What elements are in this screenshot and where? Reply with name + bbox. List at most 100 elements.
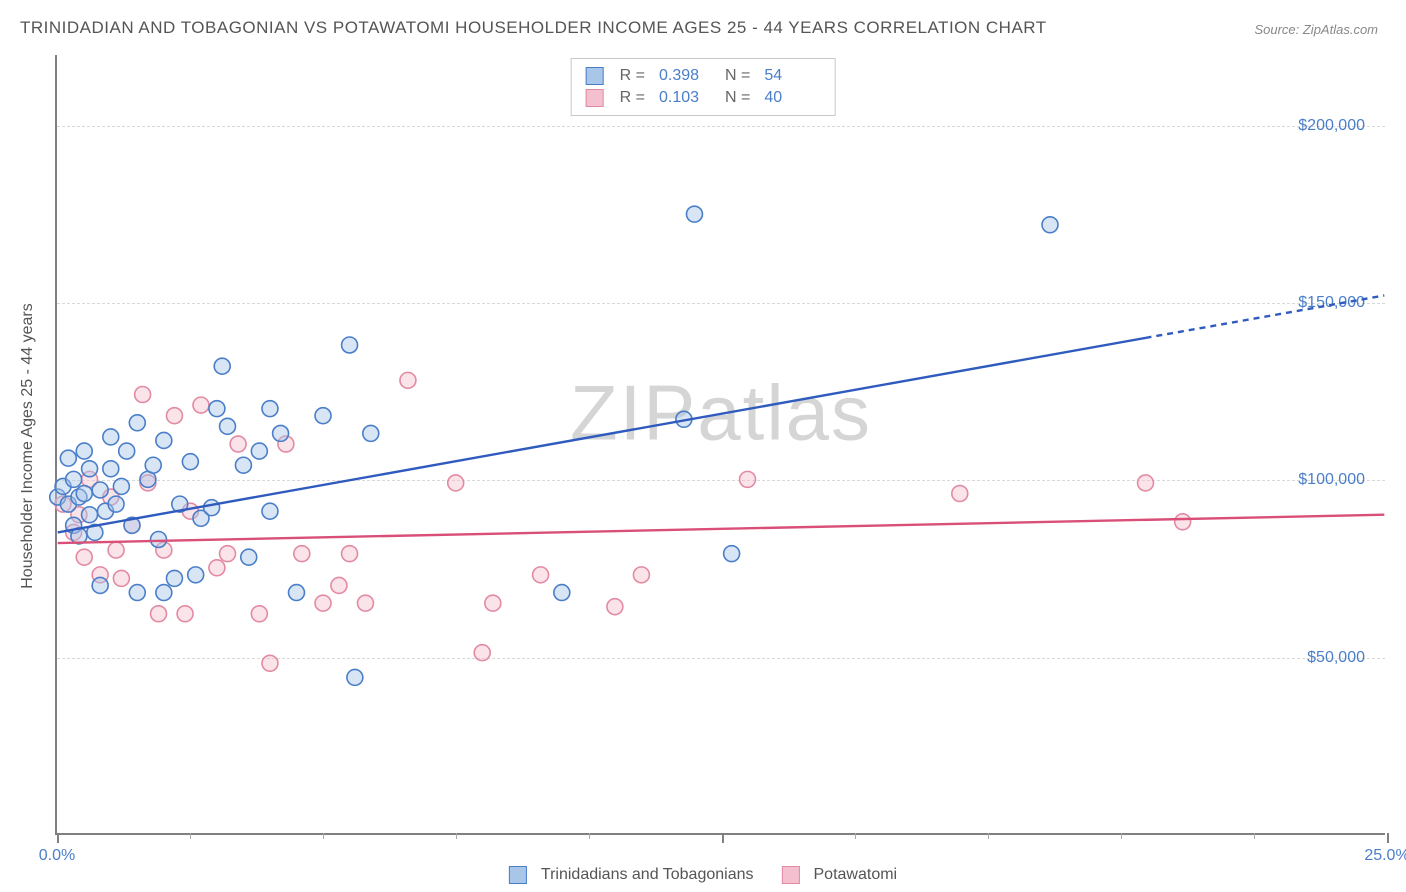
data-point	[262, 503, 278, 519]
series-legend: Trinidadians and Tobagonians Potawatomi	[509, 866, 897, 884]
data-point	[119, 443, 135, 459]
x-tick-minor	[589, 833, 590, 839]
trend-line	[1146, 295, 1385, 337]
n-value-blue: 54	[764, 67, 820, 85]
legend-row-pink: R = 0.103 N = 40	[586, 87, 821, 109]
x-tick-minor	[988, 833, 989, 839]
data-point	[66, 471, 82, 487]
data-point	[209, 401, 225, 417]
data-point	[76, 486, 92, 502]
data-point	[347, 669, 363, 685]
swatch-pink	[586, 89, 604, 107]
data-point	[214, 358, 230, 374]
data-point	[533, 567, 549, 583]
data-point	[1175, 514, 1191, 530]
data-point	[60, 450, 76, 466]
r-label: R =	[620, 89, 645, 107]
data-point	[262, 655, 278, 671]
data-point	[156, 432, 172, 448]
x-tick-major	[1387, 833, 1389, 843]
data-point	[204, 500, 220, 516]
data-point	[740, 471, 756, 487]
data-point	[633, 567, 649, 583]
data-point	[92, 482, 108, 498]
data-point	[607, 599, 623, 615]
data-point	[76, 443, 92, 459]
data-point	[92, 577, 108, 593]
data-point	[82, 507, 98, 523]
data-point	[554, 585, 570, 601]
data-point	[108, 542, 124, 558]
legend-item-blue: Trinidadians and Tobagonians	[509, 866, 754, 884]
data-point	[474, 645, 490, 661]
n-label: N =	[725, 89, 750, 107]
data-point	[209, 560, 225, 576]
data-point	[448, 475, 464, 491]
data-point	[363, 425, 379, 441]
r-value-pink: 0.103	[659, 89, 715, 107]
x-tick-minor	[190, 833, 191, 839]
data-point	[156, 585, 172, 601]
data-point	[230, 436, 246, 452]
correlation-legend: R = 0.398 N = 54 R = 0.103 N = 40	[571, 58, 836, 116]
data-point	[357, 595, 373, 611]
x-tick-minor	[323, 833, 324, 839]
data-point	[113, 478, 129, 494]
swatch-pink	[782, 866, 800, 884]
x-tick-label: 25.0%	[1364, 847, 1406, 865]
data-point	[1138, 475, 1154, 491]
data-point	[82, 461, 98, 477]
data-point	[103, 461, 119, 477]
data-point	[294, 546, 310, 562]
data-point	[686, 206, 702, 222]
data-point	[193, 397, 209, 413]
data-point	[108, 496, 124, 512]
data-point	[1042, 217, 1058, 233]
data-point	[135, 387, 151, 403]
data-point	[166, 570, 182, 586]
scatter-svg	[57, 55, 1385, 833]
r-label: R =	[620, 67, 645, 85]
data-point	[342, 546, 358, 562]
n-label: N =	[725, 67, 750, 85]
data-point	[129, 415, 145, 431]
x-tick-major	[57, 833, 59, 843]
r-value-blue: 0.398	[659, 67, 715, 85]
data-point	[251, 443, 267, 459]
x-tick-major	[722, 833, 724, 843]
data-point	[177, 606, 193, 622]
legend-row-blue: R = 0.398 N = 54	[586, 65, 821, 87]
y-axis-label: Householder Income Ages 25 - 44 years	[19, 303, 37, 589]
legend-item-pink: Potawatomi	[782, 866, 898, 884]
data-point	[342, 337, 358, 353]
chart-title: TRINIDADIAN AND TOBAGONIAN VS POTAWATOMI…	[20, 18, 1047, 38]
data-point	[188, 567, 204, 583]
data-point	[485, 595, 501, 611]
n-value-pink: 40	[764, 89, 820, 107]
swatch-blue	[586, 67, 604, 85]
data-point	[241, 549, 257, 565]
data-point	[76, 549, 92, 565]
data-point	[145, 457, 161, 473]
data-point	[166, 408, 182, 424]
data-point	[182, 454, 198, 470]
data-point	[315, 408, 331, 424]
data-point	[103, 429, 119, 445]
data-point	[952, 486, 968, 502]
data-point	[251, 606, 267, 622]
x-tick-minor	[1254, 833, 1255, 839]
source-attribution: Source: ZipAtlas.com	[1254, 22, 1378, 37]
data-point	[235, 457, 251, 473]
x-tick-minor	[456, 833, 457, 839]
data-point	[129, 585, 145, 601]
data-point	[262, 401, 278, 417]
data-point	[400, 372, 416, 388]
chart-plot-area: ZIPatlas $50,000$100,000$150,000$200,000…	[55, 55, 1385, 835]
data-point	[315, 595, 331, 611]
data-point	[289, 585, 305, 601]
x-tick-label: 0.0%	[39, 847, 75, 865]
series-label-pink: Potawatomi	[814, 866, 898, 884]
data-point	[220, 418, 236, 434]
data-point	[273, 425, 289, 441]
data-point	[724, 546, 740, 562]
